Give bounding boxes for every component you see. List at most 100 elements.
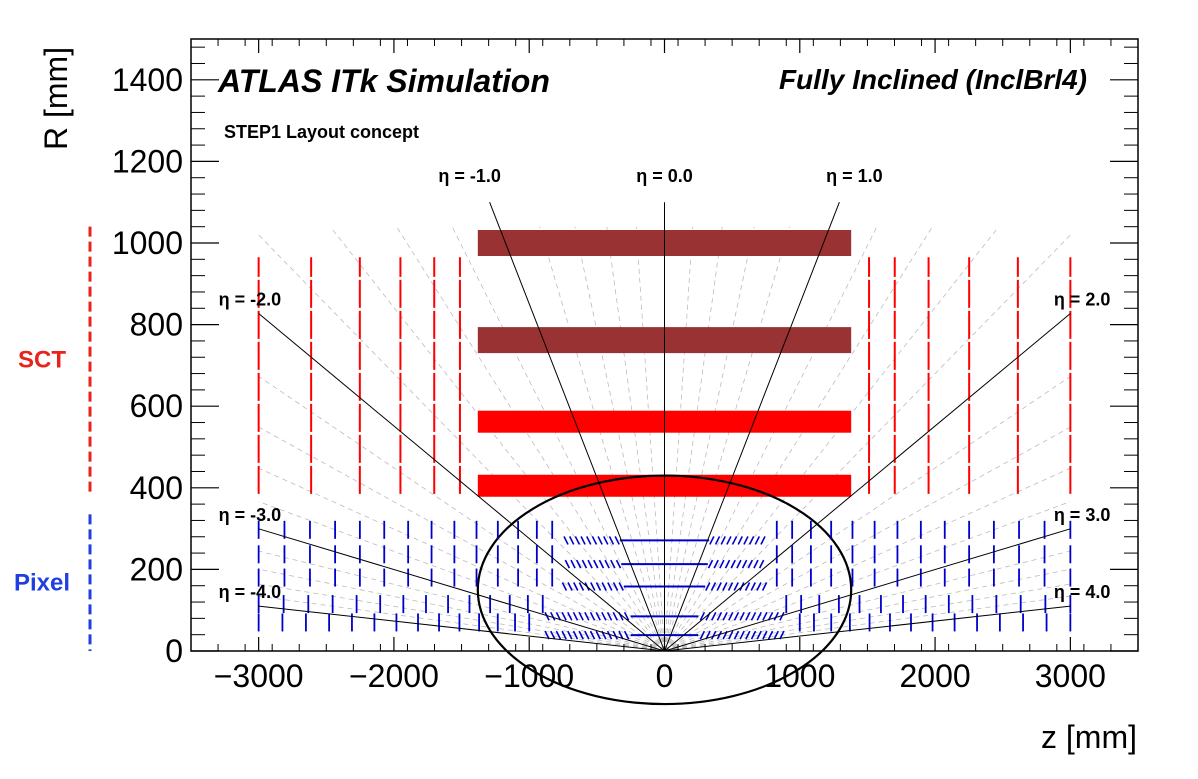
pixel-inclined-module — [606, 611, 613, 621]
x-tick-label: −3000 — [214, 658, 304, 694]
pixel-inclined-module — [572, 611, 579, 621]
pixel-inclined-module — [574, 536, 581, 545]
y-tick-label: 200 — [130, 551, 183, 587]
eta-label: η = -1.0 — [438, 166, 501, 186]
pixel-inclined-module — [578, 582, 585, 591]
pixel-inclined-module — [713, 559, 719, 569]
eta-guide-line — [664, 226, 933, 652]
pixel-inclined-module — [607, 582, 613, 591]
pixel-inclined-module — [595, 630, 601, 640]
pixel-inclined-module — [716, 611, 723, 621]
pixel-inclined-module — [550, 611, 556, 621]
pixel-inclined-module — [748, 536, 755, 545]
pixel-inclined-module — [580, 536, 586, 545]
eta-guide-line — [664, 234, 1071, 652]
pixel-inclined-module — [739, 630, 745, 640]
pixel-inclined-module — [728, 630, 734, 640]
pixel-inclined-module — [601, 611, 607, 621]
pixel-inclined-module — [773, 611, 779, 621]
pixel-inclined-module — [745, 611, 751, 621]
pixel-inclined-module — [561, 630, 567, 640]
eta-line — [489, 202, 665, 652]
pixel-inclined-module — [544, 611, 550, 621]
pixel-inclined-module — [601, 582, 607, 591]
eta-guide-line — [664, 583, 1071, 652]
pixel-inclined-module — [608, 536, 615, 545]
eta-guide-line — [258, 568, 665, 652]
pixel-inclined-module — [598, 559, 605, 569]
pixel-inclined-module — [576, 559, 582, 569]
pixel-inclined-module — [573, 582, 579, 591]
eta-guide-line — [664, 467, 1071, 652]
pixel-inclined-module — [561, 582, 568, 591]
x-axis-label: z [mm] — [1041, 719, 1137, 755]
eta-guide-line — [574, 226, 665, 652]
pixel-inclined-module — [711, 611, 717, 621]
y-tick-label: 600 — [130, 388, 183, 424]
pixel-inclined-module — [705, 582, 711, 591]
pixel-inclined-module — [733, 611, 740, 621]
pixel-inclined-module — [743, 536, 749, 545]
layout-name: Fully Inclined (InclBrl4) — [779, 64, 1087, 95]
eta-label: η = 2.0 — [1054, 290, 1111, 310]
pixel-inclined-module — [745, 630, 751, 640]
pixel-inclined-module — [750, 611, 757, 621]
pixel-inclined-module — [623, 630, 630, 640]
eta-lines: η = -4.0 η = -3.0 η = -2.0 η = -1.0 η = 0.0 η… — [219, 166, 1111, 652]
pixel-inclined-module — [733, 582, 739, 591]
side-label: Pixel — [14, 570, 70, 597]
eta-guide-line — [664, 550, 1071, 652]
pixel-inclined-module — [567, 582, 573, 591]
pixel-inclined-module — [597, 536, 603, 545]
eta-guide-line — [664, 226, 878, 652]
pixel-inclined-module — [756, 582, 762, 591]
eta-label: η = 1.0 — [826, 166, 883, 186]
pixel-inclined-module — [741, 559, 748, 569]
eta-line — [664, 313, 1071, 652]
eta-label: η = -2.0 — [219, 290, 282, 310]
pixel-inclined-module — [716, 582, 722, 591]
pixel-inclined-module — [711, 630, 717, 640]
eta-guide-line — [258, 467, 665, 652]
pixel-inclined-module — [710, 582, 717, 591]
eta-label: η = 0.0 — [636, 166, 693, 186]
pixel-inclined-module — [604, 559, 610, 569]
eta-guide-line — [664, 226, 790, 652]
pixel-inclined-module — [747, 559, 753, 569]
y-tick-label: 1200 — [112, 143, 183, 179]
chart-subtitle: STEP1 Layout concept — [224, 122, 419, 142]
eta-guide-line — [664, 501, 1071, 652]
eta-guide-line — [258, 234, 665, 652]
pixel-modules — [257, 474, 1072, 706]
y-tick-label: 800 — [130, 307, 183, 343]
eta-guide-line — [258, 550, 665, 652]
side-label: SCT — [18, 346, 66, 373]
eta-guide-line — [258, 376, 665, 652]
pixel-inclined-module — [618, 630, 624, 640]
pixel-inclined-module — [618, 582, 624, 591]
eta-guide-line — [539, 226, 665, 652]
eta-line — [664, 528, 1071, 652]
x-tick-label: 0 — [656, 658, 674, 694]
pixel-inclined-module — [555, 630, 562, 640]
pixel-inclined-module — [572, 630, 579, 640]
eta-guide-lines — [258, 226, 1071, 652]
x-tick-label: −1000 — [484, 658, 574, 694]
pixel-inclined-module — [750, 582, 756, 591]
pixel-inclined-module — [578, 611, 584, 621]
side-labels: SCT Pixel — [14, 226, 92, 651]
eta-guide-line — [664, 376, 1071, 652]
pixel-inclined-module — [726, 536, 732, 545]
pixel-inclined-module — [762, 630, 768, 640]
pixel-inclined-module — [727, 582, 734, 591]
pixel-inclined-module — [610, 559, 616, 569]
pixel-inclined-module — [709, 536, 715, 545]
x-tick-label: 3000 — [1035, 658, 1106, 694]
pixel-inclined-module — [720, 536, 726, 545]
pixel-inclined-module — [623, 611, 630, 621]
pixel-inclined-module — [603, 536, 609, 545]
y-tick-label: 1400 — [112, 62, 183, 98]
pixel-inclined-module — [564, 559, 571, 569]
pixel-inclined-module — [767, 630, 774, 640]
eta-guide-line — [664, 568, 1071, 652]
